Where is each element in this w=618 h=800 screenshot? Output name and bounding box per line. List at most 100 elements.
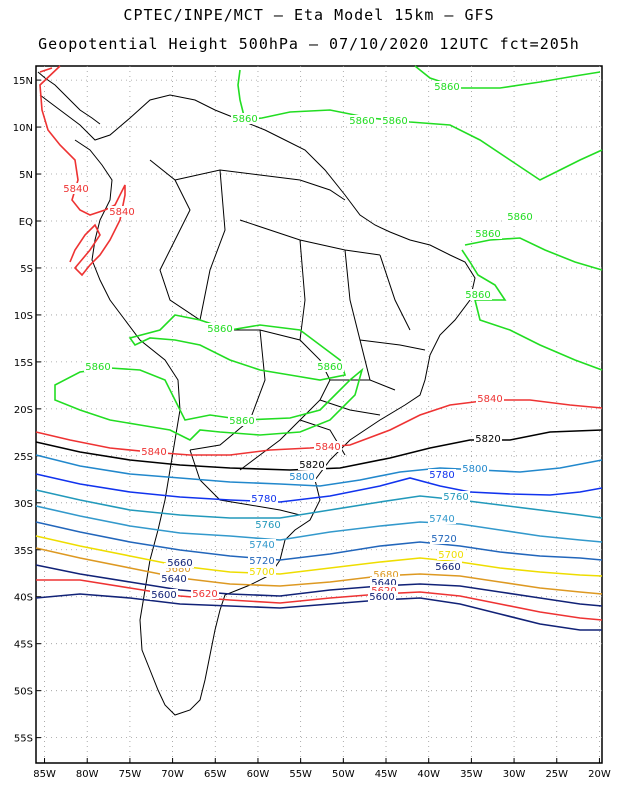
contour-label: 5700 [249,567,274,578]
contour-label: 5860 [465,290,490,301]
contour-5640 [36,579,603,621]
lat-label: EQ [19,217,33,228]
contour-label: 5740 [429,514,454,525]
contour-label: 5640 [371,578,396,589]
contour-label: 5720 [249,556,274,567]
longitude-labels: 85W 80W 75W 70W 65W 60W 55W 50W 45W 40W 35W 30W 25W 2… [33,769,611,780]
chart-subtitle: Geopotential Height 500hPa – 07/10/2020 … [38,35,580,53]
contour-label: 5860 [229,416,254,427]
lon-label: 80W [76,769,99,780]
contour-label: 5860 [317,362,342,373]
lon-label: 25W [545,769,568,780]
contour-label: 5740 [249,540,274,551]
contour-5860-south [54,367,364,441]
contour-5760 [35,489,603,519]
contour-label: 5660 [167,558,192,569]
chart-title: CPTEC/INPE/MCT – Eta Model 15km – GFS [123,6,495,24]
contour-5860-interior [128,314,347,381]
contour-5680 [35,547,603,595]
contour-label: 5680 [165,564,190,575]
contour-5820 [35,429,603,471]
contour-label-bg [437,549,465,560]
contour-label-bg [166,557,194,568]
contour-label-bg [84,361,112,372]
contour-label-bg [442,491,470,502]
contour-label-bg [298,459,326,470]
contour-label-bg [140,446,168,457]
contour-label-bg [108,206,136,217]
contour-label: 5840 [477,394,502,405]
contour-label: 5760 [443,492,468,503]
contour-label: 5780 [251,494,276,505]
contour-label: 5820 [475,434,500,445]
contour-label: 5720 [431,534,456,545]
contour-label-bg [231,113,259,124]
brazil-states [239,219,426,416]
contour-5620 [35,593,602,631]
contour-label-bg [248,566,276,577]
contour-label: 5860 [507,212,532,223]
axis-ticks [36,79,600,763]
contour-label-bg [228,415,256,426]
lat-label: 5N [19,170,33,181]
contour-label-bg [464,289,492,300]
contour-label-bg [250,493,278,504]
contour-label: 5860 [207,324,232,335]
lat-label: 45S [14,640,33,651]
contour-label: 5840 [63,184,88,195]
contour-label-bg [160,573,188,584]
lon-label: 75W [119,769,142,780]
lat-label: 50S [14,687,33,698]
lon-label: 45W [375,769,398,780]
contour-label-bg [348,115,376,126]
lon-label: 65W [204,769,227,780]
lat-label: 5S [20,264,33,275]
plot-frame [35,65,603,764]
contour-label-bg [288,471,316,482]
lat-label: 35S [14,546,33,557]
contour-5860-top [414,65,601,89]
contour-label-bg [370,577,398,588]
contour-5740 [35,505,603,543]
contour-label: 5860 [434,82,459,93]
contour-label-bg [428,513,456,524]
contour-5720 [35,521,603,561]
contour-label: 5780 [429,470,454,481]
contour-labels: 5860 5860 5860 5860 5860 5860 5860 5860 5860 5860… [62,81,534,603]
lon-label: 55W [289,769,312,780]
lat-label: 25S [14,452,33,463]
lon-label: 30W [503,769,526,780]
contour-label-bg [191,588,219,599]
contour-label-bg [430,533,458,544]
contour-label-bg [381,115,409,126]
lon-label: 60W [247,769,270,780]
contour-label: 5860 [232,114,257,125]
lat-label: 10N [13,123,33,134]
contour-label: 5660 [435,562,460,573]
contour-label-bg [474,433,502,444]
contour-label-bg [506,211,534,222]
lat-label: 30S [14,499,33,510]
contour-label: 5800 [462,464,487,475]
contour-label: 5800 [289,472,314,483]
latitude-labels: 15N 10N 5N EQ 5S 10S 15S 20S 25S 30S 35S 40S 45S 50S 5… [13,76,33,745]
contour-5780 [35,473,603,503]
contour-5660 [35,564,603,607]
lat-label: 55S [14,734,33,745]
contour-label-bg [62,183,90,194]
contour-label: 5600 [151,590,176,601]
contour-label: 5860 [382,116,407,127]
contour-label: 5840 [109,207,134,218]
contour-label: 5840 [141,447,166,458]
lon-label: 20W [588,769,611,780]
lon-label: 85W [33,769,56,780]
lon-label: 50W [332,769,355,780]
contour-5840-west [39,65,126,277]
contour-label-bg [476,393,504,404]
contour-label: 5620 [192,589,217,600]
contour-label: 5640 [161,574,186,585]
contour-label-bg [254,519,282,530]
south-america-coast [39,94,476,716]
contour-label-bg [206,323,234,334]
contour-label: 5600 [369,592,394,603]
